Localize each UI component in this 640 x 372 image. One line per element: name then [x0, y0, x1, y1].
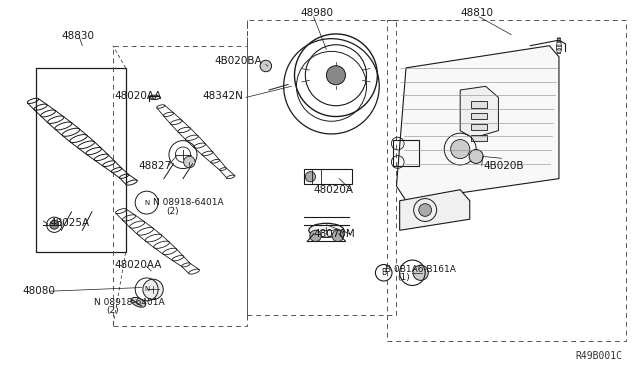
Ellipse shape — [451, 140, 470, 158]
Ellipse shape — [469, 150, 483, 163]
Bar — [36, 68, 125, 253]
Text: 48827: 48827 — [138, 161, 172, 171]
Text: B: B — [381, 268, 387, 277]
Text: (2): (2) — [166, 206, 179, 216]
Text: 48025A: 48025A — [49, 218, 90, 228]
Bar — [394, 140, 419, 166]
Ellipse shape — [50, 220, 59, 229]
Bar — [304, 169, 352, 184]
Text: N: N — [144, 200, 149, 206]
Polygon shape — [396, 46, 559, 201]
Ellipse shape — [326, 66, 346, 85]
Ellipse shape — [131, 297, 146, 307]
Ellipse shape — [309, 223, 344, 237]
Text: 48830: 48830 — [62, 32, 95, 41]
Polygon shape — [399, 190, 470, 230]
Bar — [471, 102, 487, 108]
Text: 48020AA: 48020AA — [114, 90, 161, 100]
Bar — [471, 124, 487, 130]
Text: N: N — [144, 286, 149, 292]
Text: 48980: 48980 — [301, 8, 334, 18]
Ellipse shape — [184, 156, 195, 168]
Bar — [471, 135, 487, 141]
Text: 48020AA: 48020AA — [114, 260, 161, 270]
Text: N 08918-6401A: N 08918-6401A — [94, 298, 164, 307]
Text: (1): (1) — [397, 273, 410, 282]
Ellipse shape — [305, 172, 316, 182]
Text: 48080: 48080 — [22, 286, 55, 296]
Text: 48020A: 48020A — [314, 185, 354, 195]
Bar — [387, 20, 626, 341]
Text: N 08918-6401A: N 08918-6401A — [153, 198, 223, 207]
Bar — [471, 112, 487, 119]
Ellipse shape — [260, 60, 271, 72]
Text: B 0B1A6-B161A: B 0B1A6-B161A — [385, 264, 456, 273]
Text: (2): (2) — [106, 306, 119, 315]
Bar — [113, 46, 246, 326]
Ellipse shape — [413, 265, 428, 280]
Ellipse shape — [143, 279, 163, 299]
Text: R49B001C: R49B001C — [576, 352, 623, 361]
Text: 4B020B: 4B020B — [484, 161, 524, 171]
Text: 48070M: 48070M — [314, 229, 355, 239]
Ellipse shape — [148, 95, 160, 100]
Bar — [246, 20, 396, 315]
Ellipse shape — [332, 230, 344, 241]
Text: 48810: 48810 — [460, 8, 493, 18]
Text: 4B020BA: 4B020BA — [215, 56, 262, 66]
Polygon shape — [460, 86, 499, 138]
Ellipse shape — [310, 230, 321, 241]
Bar — [113, 46, 246, 326]
Ellipse shape — [419, 203, 431, 217]
Text: 48342N: 48342N — [202, 90, 243, 100]
